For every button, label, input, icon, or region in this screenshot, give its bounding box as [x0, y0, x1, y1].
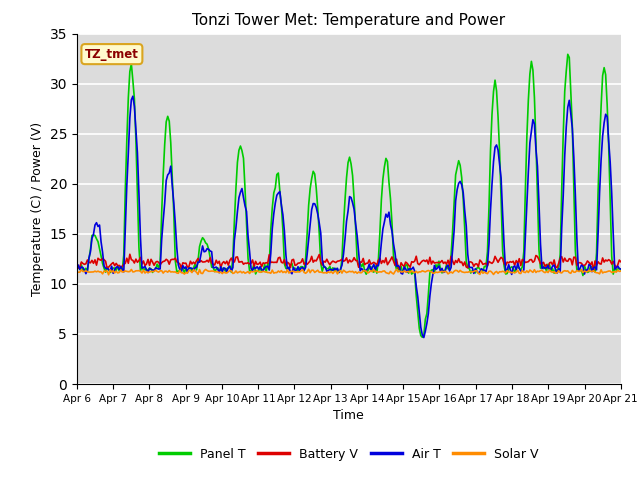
Line: Battery V: Battery V [77, 254, 621, 271]
Air T [312, 204, 320, 210]
Solar V [305, 266, 312, 272]
Battery V [73, 260, 81, 266]
Line: Solar V: Solar V [77, 269, 621, 275]
Battery V [126, 252, 134, 257]
Solar V [589, 268, 597, 274]
Air T [617, 266, 625, 272]
Battery V [589, 268, 597, 274]
Battery V [617, 259, 625, 264]
Air T [255, 266, 262, 272]
Panel T [617, 267, 625, 273]
Line: Air T: Air T [77, 96, 621, 337]
Panel T [235, 147, 243, 153]
Battery V [264, 260, 271, 266]
Battery V [255, 261, 262, 267]
Line: Panel T: Panel T [77, 54, 621, 337]
Panel T [419, 335, 426, 340]
X-axis label: Time: Time [333, 409, 364, 422]
Panel T [73, 265, 81, 271]
Battery V [588, 259, 596, 265]
Air T [264, 264, 271, 269]
Air T [420, 335, 428, 340]
Battery V [141, 263, 149, 268]
Solar V [141, 270, 149, 276]
Panel T [262, 269, 270, 275]
Panel T [253, 268, 261, 274]
Air T [141, 264, 149, 269]
Solar V [617, 268, 625, 274]
Legend: Panel T, Battery V, Air T, Solar V: Panel T, Battery V, Air T, Solar V [154, 443, 544, 466]
Air T [237, 189, 244, 195]
Solar V [73, 269, 81, 275]
Panel T [589, 267, 597, 273]
Panel T [140, 267, 147, 273]
Solar V [314, 267, 321, 273]
Battery V [312, 258, 320, 264]
Panel T [311, 171, 319, 177]
Air T [589, 265, 597, 271]
Battery V [237, 259, 244, 265]
Air T [73, 266, 81, 272]
Panel T [564, 51, 572, 57]
Solar V [264, 270, 271, 276]
Solar V [237, 268, 244, 274]
Y-axis label: Temperature (C) / Power (V): Temperature (C) / Power (V) [31, 122, 44, 296]
Air T [129, 93, 137, 99]
Solar V [255, 269, 262, 275]
Solar V [105, 272, 113, 277]
Text: TZ_tmet: TZ_tmet [85, 48, 139, 60]
Title: Tonzi Tower Met: Temperature and Power: Tonzi Tower Met: Temperature and Power [192, 13, 506, 28]
